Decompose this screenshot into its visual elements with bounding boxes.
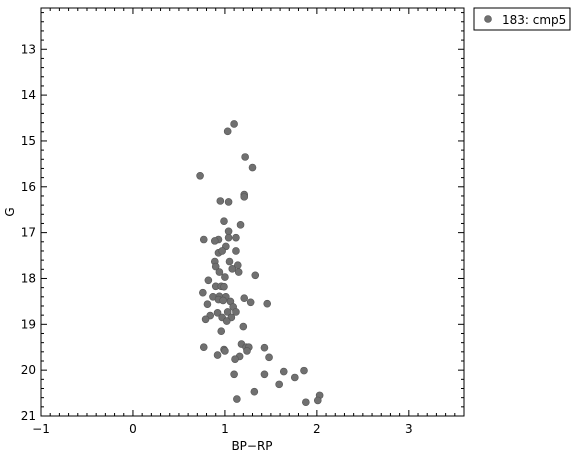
data-point — [240, 294, 249, 302]
data-point — [223, 308, 232, 316]
x-tick-label: −1 — [32, 422, 50, 436]
x-tick-label: 3 — [405, 422, 413, 436]
y-axis: 13 14 15 16 17 18 19 20 21 — [21, 12, 464, 423]
x-tick-label: 2 — [313, 422, 321, 436]
data-point — [275, 380, 283, 389]
legend-label: 183: cmp5 — [502, 13, 566, 27]
data-points — [196, 120, 324, 407]
data-point — [224, 227, 233, 236]
data-point — [236, 221, 245, 229]
data-point — [313, 396, 322, 405]
y-tick-label: 20 — [21, 363, 36, 377]
plot-area — [40, 7, 465, 417]
data-point — [199, 288, 207, 297]
legend-box — [473, 7, 571, 31]
data-point — [250, 387, 259, 396]
data-point — [251, 271, 260, 280]
y-tick-label: 14 — [21, 88, 36, 102]
data-point — [302, 398, 310, 407]
x-tick-label: 1 — [221, 422, 229, 436]
data-point — [224, 233, 233, 242]
data-point — [223, 127, 232, 136]
data-point — [260, 343, 269, 352]
data-point — [199, 235, 208, 244]
data-point — [220, 217, 228, 225]
data-point — [199, 343, 208, 352]
y-tick-label: 16 — [21, 180, 36, 194]
x-axis-title: BP−RP — [231, 439, 272, 453]
data-point — [201, 315, 210, 324]
y-axis-title: G — [3, 207, 17, 216]
y-tick-label: 19 — [21, 317, 36, 331]
legend-marker — [484, 15, 492, 23]
data-point — [233, 395, 241, 403]
data-point — [260, 370, 269, 379]
x-tick-label: 0 — [129, 422, 137, 436]
data-point — [279, 367, 288, 376]
data-point — [221, 273, 229, 281]
data-point — [217, 327, 226, 335]
data-point — [222, 317, 231, 325]
x-axis: −1 0 1 2 3 — [32, 8, 465, 436]
y-tick-label: 18 — [21, 271, 36, 285]
data-point — [219, 296, 227, 305]
data-point — [290, 373, 299, 382]
data-point — [246, 298, 255, 307]
data-point — [218, 247, 226, 255]
data-point — [225, 257, 234, 266]
data-point — [263, 299, 272, 308]
data-point — [248, 163, 257, 172]
y-tick-label: 17 — [21, 226, 36, 240]
y-tick-label: 21 — [21, 409, 36, 423]
y-tick-label: 15 — [21, 134, 36, 148]
data-point — [204, 276, 213, 285]
data-point — [232, 233, 240, 242]
data-point — [230, 120, 238, 128]
data-point — [241, 153, 249, 161]
data-point — [211, 262, 220, 271]
data-point — [215, 268, 224, 276]
data-point — [216, 197, 225, 205]
data-point — [230, 370, 238, 379]
data-point — [231, 355, 239, 363]
data-point — [224, 198, 233, 206]
data-point — [220, 282, 228, 291]
data-point — [213, 309, 222, 317]
data-point — [232, 247, 240, 255]
data-point — [232, 308, 240, 316]
data-point — [210, 237, 219, 245]
data-point — [300, 366, 308, 375]
data-point — [196, 171, 204, 180]
data-point — [239, 322, 248, 331]
data-point — [203, 300, 212, 308]
y-tick-label: 13 — [21, 42, 36, 56]
data-point — [243, 347, 251, 355]
data-point — [234, 268, 243, 276]
data-point — [240, 193, 249, 201]
data-point — [213, 351, 222, 359]
data-point — [221, 347, 229, 355]
legend: 183: cmp5 — [473, 7, 571, 31]
data-point — [228, 265, 237, 273]
data-point — [265, 353, 273, 362]
